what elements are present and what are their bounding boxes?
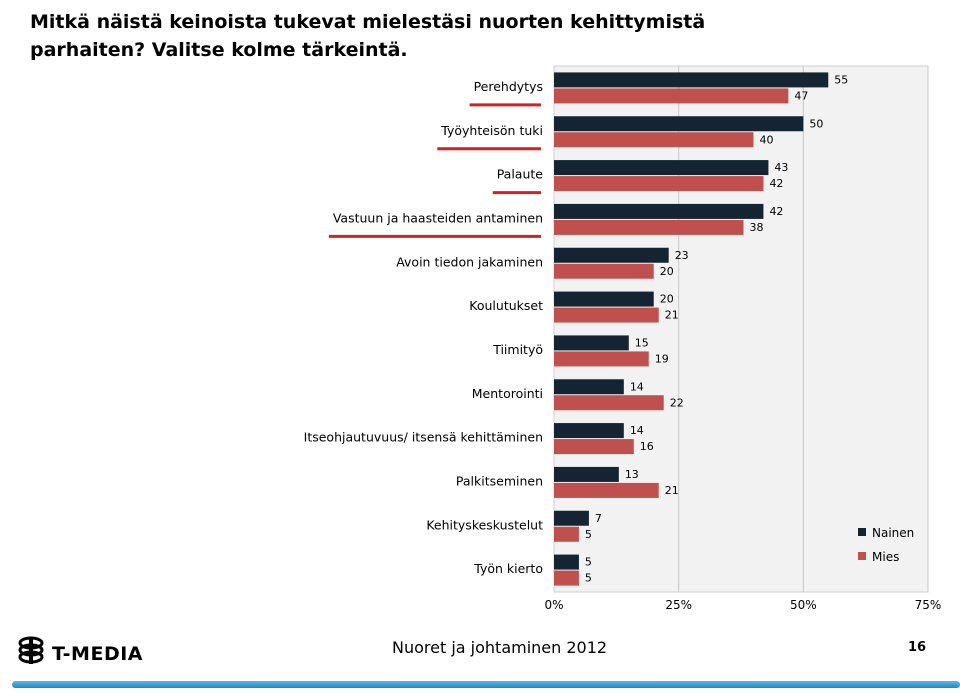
legend-swatch-nainen [858,528,866,536]
bar-nainen [554,291,654,307]
category-label: Perehdytys [474,79,543,94]
x-tick-label: 50% [790,598,817,612]
category-label: Vastuun ja haasteiden antaminen [333,210,543,225]
bar-nainen [554,160,769,176]
category-label: Itseohjautuvuus/ itsensä kehittäminen [304,430,543,445]
data-label: 21 [665,484,679,497]
category-label: Työn kierto [473,561,543,576]
category-label: Mentorointi [472,386,543,401]
data-label: 23 [675,249,689,262]
bar-mies [554,219,744,235]
bar-nainen [554,247,669,263]
category-label: Palkitseminen [456,473,543,488]
bar-mies [554,439,634,455]
data-label: 55 [834,73,848,86]
footer-caption: Nuoret ja johtaminen 2012 [392,638,608,657]
data-label: 42 [769,177,783,190]
bar-nainen [554,466,619,482]
category-label: Avoin tiedon jakaminen [396,254,543,269]
category-label: Tiimityö [492,342,543,357]
bar-nainen [554,423,624,439]
bar-mies [554,263,654,279]
data-label: 13 [625,468,639,481]
bar-nainen [554,72,829,88]
footer-logo: T-MEDIA [18,636,143,671]
bar-nainen [554,554,579,570]
legend-label-nainen: Nainen [872,526,914,540]
data-label: 20 [660,265,674,278]
category-label: Palaute [497,167,544,182]
data-label: 47 [794,89,808,102]
brand-name: T-MEDIA [52,642,143,665]
bar-mies [554,307,659,323]
data-label: 19 [655,352,669,365]
bar-chart: 0% 25% 50% 75%5547Perehdytys5040Työyhteisön… [304,65,942,612]
bar-mies [554,132,754,148]
plot-area [553,65,929,593]
data-label: 22 [670,396,684,409]
data-label: 16 [640,440,654,453]
data-label: 5 [585,528,592,541]
title-line-2: parhaiten? Valitse kolme tärkeintä. [30,39,408,61]
bar-nainen [554,379,624,395]
bar-mies [554,395,664,411]
bar-nainen [554,116,804,132]
data-label: 21 [665,309,679,322]
data-label: 15 [635,336,649,349]
bar-mies [554,570,579,586]
bar-nainen [554,510,589,526]
footer-bar [12,681,960,688]
page-number: 16 [908,640,927,655]
legend-swatch-mies [858,552,866,560]
bar-mies [554,351,649,367]
data-label: 42 [769,205,783,218]
bar-nainen [554,335,629,351]
x-tick-label: 0% [544,598,563,612]
bar-mies [554,526,579,542]
title-line-1: Mitkä näistä keinoista tukevat mielestäs… [30,11,706,33]
data-label: 38 [749,221,763,234]
slide-title: Mitkä näistä keinoista tukevat mielestäs… [30,8,790,64]
bar-mies [554,482,659,498]
data-label: 5 [585,556,592,569]
x-tick-label: 25% [665,598,692,612]
category-label: Kehityskeskustelut [426,517,543,532]
bar-mies [554,88,789,104]
data-label: 50 [809,117,823,130]
data-label: 20 [660,293,674,306]
data-label: 43 [774,161,788,174]
globe-stack-icon [18,636,44,671]
x-tick-label: 75% [915,598,942,612]
category-label: Työyhteisön tuki [440,123,543,138]
legend-label-mies: Mies [872,550,899,564]
category-label: Koulutukset [469,298,543,313]
bar-mies [554,176,764,192]
data-label: 14 [630,380,644,393]
bar-nainen [554,203,764,219]
data-label: 7 [595,512,602,525]
data-label: 14 [630,424,644,437]
data-label: 40 [759,133,773,146]
data-label: 5 [585,572,592,585]
